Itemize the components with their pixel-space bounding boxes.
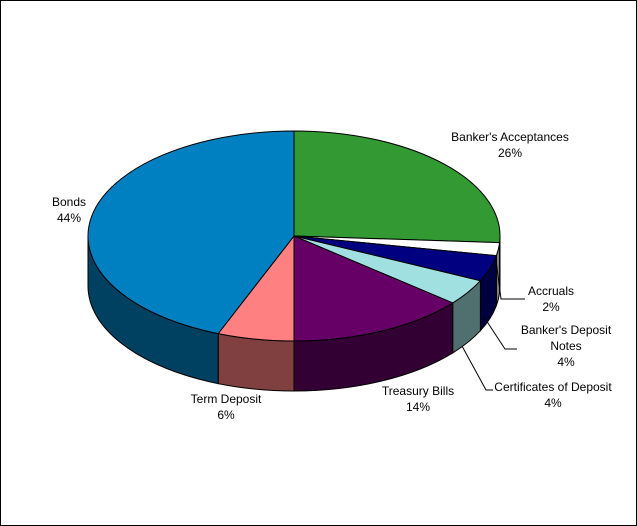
slice-label: Treasury Bills 14% [368,383,468,415]
label-name: Bonds [51,195,87,209]
label-value: 4% [544,396,562,410]
slice-label: Banker's Acceptances 26% [440,129,580,161]
slice-label: Certificates of Deposit 4% [488,379,618,411]
label-value: 4% [557,355,575,369]
label-value: 26% [497,146,523,160]
label-name: Term Deposit [190,392,262,406]
leader-line [495,259,525,300]
label-name: Banker's Deposit Notes [520,323,612,353]
slice-label: Bonds 44% [29,194,109,226]
label-name: Certificates of Deposit [494,380,612,394]
slice-label: Term Deposit 6% [176,391,276,423]
label-value: 14% [405,400,431,414]
label-value: 44% [56,211,82,225]
slice-label: Banker's Deposit Notes 4% [516,322,616,370]
label-value: 6% [217,408,235,422]
slice [293,130,501,244]
slice [87,130,295,335]
slice-side [217,333,295,392]
label-name: Accruals [527,284,574,298]
slice-label: Accruals 2% [511,283,591,315]
slice [293,235,454,342]
label-value: 2% [542,300,560,314]
leader-line [483,316,517,350]
label-name: Banker's Acceptances [451,130,569,144]
leader-line [461,345,493,391]
label-name: Treasury Bills [381,384,455,398]
